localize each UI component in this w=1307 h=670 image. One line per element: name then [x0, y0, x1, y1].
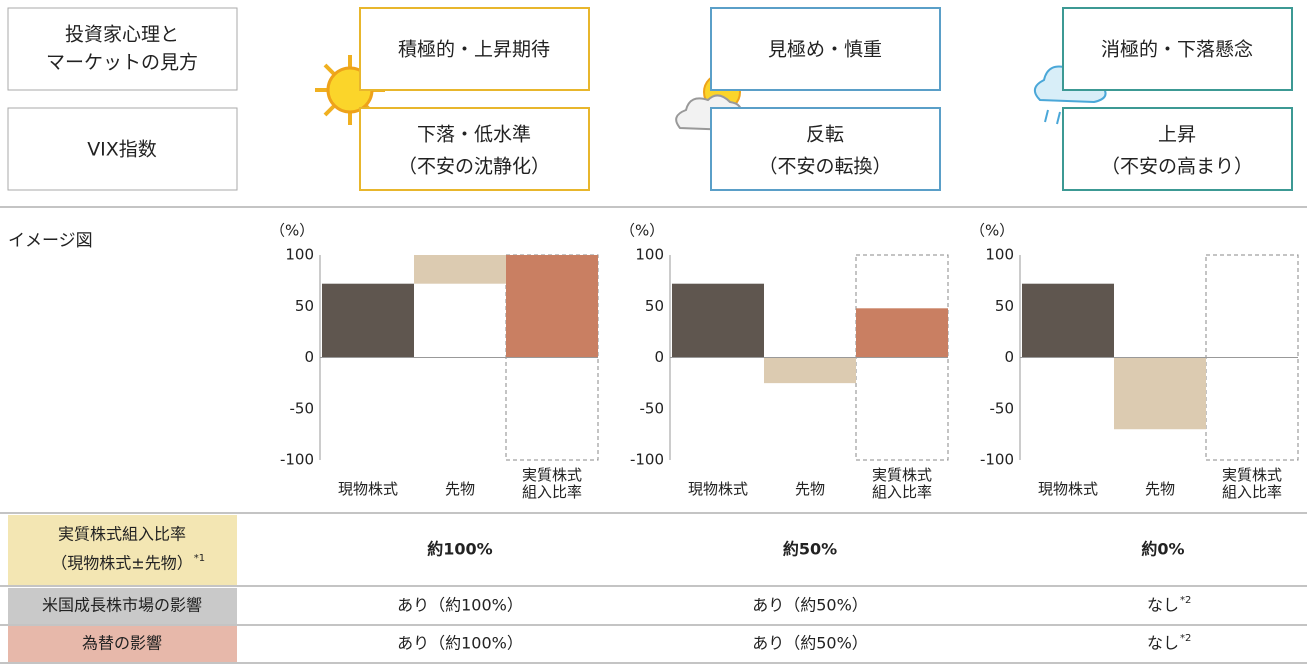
bar [764, 357, 856, 384]
cell: なし [1147, 596, 1179, 615]
footnote-mark: *2 [1180, 595, 1191, 606]
bar [322, 283, 414, 358]
sentiment-text: 消極的・下落懸念 [1101, 38, 1253, 61]
y-axis-label: （%） [270, 222, 314, 240]
y-tick-label: 50 [295, 297, 314, 315]
y-tick-label: 100 [285, 246, 314, 264]
vix-box [710, 107, 941, 191]
y-tick-label: 0 [304, 348, 314, 366]
y-tick-label: -50 [640, 399, 665, 417]
y-tick-label: -100 [630, 451, 664, 469]
x-tick-label: 現物株式 [1037, 480, 1098, 498]
header-box [7, 7, 238, 91]
row-label-bg [8, 626, 237, 662]
y-tick-label: 0 [1004, 348, 1014, 366]
x-tick-label: 先物 [444, 480, 475, 498]
footnote-mark: *1 [194, 553, 205, 564]
x-tick-label: 現物株式 [337, 480, 398, 498]
cell: あり（約100%） [397, 634, 523, 653]
vix-text: （不安の転換） [758, 156, 891, 178]
bar [856, 308, 948, 358]
y-tick-label: 50 [995, 297, 1014, 315]
row-label: 米国成長株市場の影響 [42, 596, 202, 615]
vix-box [1062, 107, 1293, 191]
vix-text: 下落・低水準 [417, 124, 531, 146]
x-tick-label: 現物株式 [687, 480, 748, 498]
row-label-bg [8, 588, 237, 624]
cell: 約100% [427, 540, 492, 559]
cell: 約0% [1141, 540, 1184, 559]
y-tick-label: -100 [280, 451, 314, 469]
header-text: マーケットの見方 [46, 52, 198, 74]
row-label: （現物株式±先物） [51, 554, 192, 573]
y-tick-label: -50 [990, 399, 1015, 417]
vix-text: 反転 [806, 124, 844, 146]
x-tick-label: 実質株式 組入比率 [871, 466, 932, 501]
sentiment-text: 見極め・慎重 [768, 39, 882, 61]
vix-text: （不安の沈静化） [398, 156, 550, 178]
cell: なし [1147, 634, 1179, 653]
y-axis-label: （%） [620, 222, 664, 240]
bar [414, 255, 506, 284]
x-tick-label: 先物 [794, 480, 825, 498]
bar [1114, 357, 1206, 430]
vix-text: （不安の高まり） [1101, 156, 1253, 178]
header-box [7, 107, 238, 191]
row-label-bg [8, 515, 237, 585]
sentiment-box [359, 7, 590, 91]
y-tick-label: 100 [635, 246, 664, 264]
section-label: イメージ図 [8, 231, 93, 251]
y-tick-label: 0 [654, 348, 664, 366]
header-text: 投資家心理と [65, 24, 179, 46]
y-tick-label: -100 [980, 451, 1014, 469]
sentiment-text: 積極的・上昇期待 [398, 39, 550, 61]
sentiment-box [1062, 7, 1293, 91]
cell: あり（約100%） [397, 596, 523, 615]
bar [672, 283, 764, 358]
cell: 約50% [783, 540, 837, 559]
y-axis-label: （%） [970, 222, 1014, 240]
header-text: VIX指数 [87, 139, 157, 161]
cell: あり（約50%） [752, 634, 868, 653]
vix-text: 上昇 [1158, 124, 1196, 146]
y-tick-label: 50 [645, 297, 664, 315]
x-tick-label: 実質株式 組入比率 [521, 466, 582, 501]
sentiment-box [710, 7, 941, 91]
x-tick-label: 実質株式 組入比率 [1221, 466, 1282, 501]
y-tick-label: 100 [985, 246, 1014, 264]
footnote-mark: *2 [1180, 633, 1191, 644]
bar [1022, 283, 1114, 358]
row-label: 為替の影響 [82, 634, 162, 653]
vix-box [359, 107, 590, 191]
y-tick-label: -50 [290, 399, 315, 417]
cell: あり（約50%） [752, 596, 868, 615]
x-tick-label: 先物 [1144, 480, 1175, 498]
row-label: 実質株式組入比率 [58, 525, 186, 544]
bar [506, 255, 598, 358]
